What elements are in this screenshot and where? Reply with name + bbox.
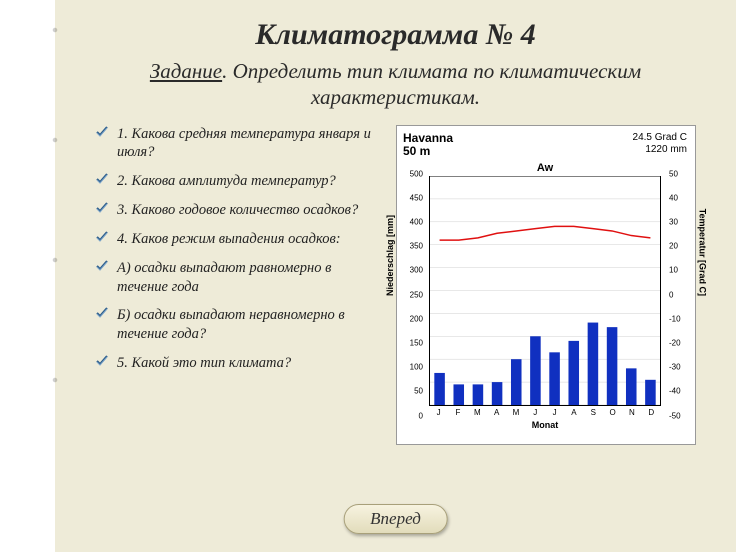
chart-header: Havanna 50 m 24.5 Grad C 1220 mm: [403, 132, 687, 160]
y-right-tick: 20: [669, 242, 678, 251]
month-label: A: [564, 408, 583, 417]
y-left-tick: 450: [410, 193, 423, 202]
month-label: N: [622, 408, 641, 417]
y-right-tick: -10: [669, 314, 681, 323]
check-bullet-icon: [95, 230, 109, 249]
slide-body: Климатограмма № 4 Задание. Определить ти…: [55, 0, 736, 552]
question-text: А) осадки выпадают равномерно в течение …: [117, 259, 378, 297]
y-left-tick: 50: [414, 387, 423, 396]
month-label: J: [526, 408, 545, 417]
y-right-tick: 40: [669, 193, 678, 202]
y-left-ticks: 050100150200250300350400450500: [403, 174, 423, 416]
y-left-tick: 100: [410, 363, 423, 372]
mean-temp: 24.5 Grad C: [633, 132, 687, 144]
koppen-class: Aw: [403, 162, 687, 174]
list-item: 2. Какова амплитуда температур?: [95, 172, 378, 191]
plot-svg: [430, 176, 660, 405]
subtitle-lead: Задание: [150, 59, 222, 83]
y-left-tick: 150: [410, 338, 423, 347]
month-label: O: [603, 408, 622, 417]
list-item: Б) осадки выпадают неравномерно в течени…: [95, 306, 378, 344]
list-item: 3. Каково годовое количество осадков?: [95, 201, 378, 220]
check-bullet-icon: [95, 125, 109, 163]
month-label: S: [584, 408, 603, 417]
station-name: Havanna: [403, 132, 453, 146]
list-item: 1. Какова средняя температура января и и…: [95, 125, 378, 163]
chart-summary: 24.5 Grad C 1220 mm: [633, 132, 687, 160]
chart-station: Havanna 50 m: [403, 132, 453, 160]
y-right-tick: 50: [669, 169, 678, 178]
list-item: 4. Каков режим выпадения осадков:: [95, 230, 378, 249]
month-label: J: [545, 408, 564, 417]
list-item: А) осадки выпадают равномерно в течение …: [95, 259, 378, 297]
subtitle-rest: . Определить тип климата по климатически…: [222, 59, 641, 109]
month-label: F: [448, 408, 467, 417]
y-right-tick: 30: [669, 217, 678, 226]
month-label: J: [429, 408, 448, 417]
check-bullet-icon: [95, 172, 109, 191]
month-label: M: [506, 408, 525, 417]
check-bullet-icon: [95, 306, 109, 344]
y-left-label: Niederschlag [mm]: [385, 215, 395, 296]
task-subtitle: Задание. Определить тип климата по клима…: [95, 58, 696, 111]
question-text: 2. Какова амплитуда температур?: [117, 172, 336, 191]
check-bullet-icon: [95, 354, 109, 373]
y-right-tick: -20: [669, 338, 681, 347]
y-left-tick: 500: [410, 169, 423, 178]
month-label: D: [642, 408, 661, 417]
y-right-tick: -30: [669, 363, 681, 372]
x-axis-title: Monat: [403, 420, 687, 430]
question-text: 4. Каков режим выпадения осадков:: [117, 230, 341, 249]
list-item: 5. Какой это тип климата?: [95, 354, 378, 373]
question-text: 3. Каково годовое количество осадков?: [117, 201, 358, 220]
y-right-tick: -40: [669, 387, 681, 396]
question-text: 1. Какова средняя температура января и и…: [117, 125, 378, 163]
check-bullet-icon: [95, 201, 109, 220]
y-right-label: Temperatur [Grad C]: [697, 209, 707, 296]
y-right-tick: 10: [669, 266, 678, 275]
y-right-tick: 0: [669, 290, 673, 299]
content-row: 1. Какова средняя температура января и и…: [95, 125, 696, 445]
climatogram-chart: Havanna 50 m 24.5 Grad C 1220 mm Aw Nied…: [396, 125, 696, 445]
paper-binding: [0, 0, 55, 552]
check-bullet-icon: [95, 259, 109, 297]
question-list: 1. Какова средняя температура января и и…: [95, 125, 378, 445]
month-label: A: [487, 408, 506, 417]
y-left-tick: 300: [410, 266, 423, 275]
y-left-tick: 200: [410, 314, 423, 323]
plot-area: [429, 176, 661, 406]
annual-precip: 1220 mm: [633, 144, 687, 156]
question-text: 5. Какой это тип климата?: [117, 354, 291, 373]
y-left-tick: 0: [419, 411, 423, 420]
y-left-tick: 400: [410, 217, 423, 226]
y-left-tick: 350: [410, 242, 423, 251]
question-text: Б) осадки выпадают неравномерно в течени…: [117, 306, 378, 344]
y-left-tick: 250: [410, 290, 423, 299]
station-elevation: 50 m: [403, 145, 453, 159]
x-month-labels: JFMAMJJASOND: [429, 408, 661, 417]
month-label: M: [468, 408, 487, 417]
forward-button[interactable]: Вперед: [343, 504, 448, 534]
page-title: Климатограмма № 4: [95, 18, 696, 52]
y-right-tick: -50: [669, 411, 681, 420]
y-right-ticks: -50-40-30-20-1001020304050: [669, 174, 689, 416]
